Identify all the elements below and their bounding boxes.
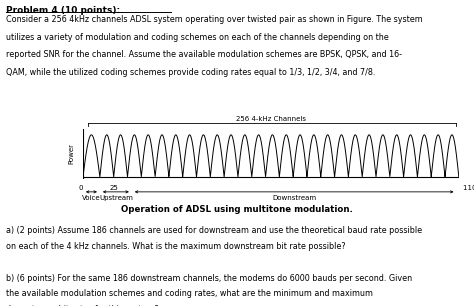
Text: downstream bit rates for this system?: downstream bit rates for this system? xyxy=(6,305,159,306)
Text: Voice: Voice xyxy=(82,195,100,201)
Text: reported SNR for the channel. Assume the available modulation schemes are BPSK, : reported SNR for the channel. Assume the… xyxy=(6,50,401,59)
Text: Problem 4 (10 points):: Problem 4 (10 points): xyxy=(6,6,120,14)
Text: Upstream: Upstream xyxy=(99,195,133,201)
Text: 1100 kHz: 1100 kHz xyxy=(463,185,474,191)
Text: Consider a 256 4kHz channels ADSL system operating over twisted pair as shown in: Consider a 256 4kHz channels ADSL system… xyxy=(6,15,422,24)
Text: 0: 0 xyxy=(78,185,83,191)
Text: Power: Power xyxy=(68,143,74,164)
Text: 256 4-kHz Channels: 256 4-kHz Channels xyxy=(236,116,306,122)
Text: QAM, while the utilized coding schemes provide coding rates equal to 1/3, 1/2, 3: QAM, while the utilized coding schemes p… xyxy=(6,68,375,76)
Text: Operation of ADSL using multitone modulation.: Operation of ADSL using multitone modula… xyxy=(121,205,353,214)
Text: the available modulation schemes and coding rates, what are the minimum and maxi: the available modulation schemes and cod… xyxy=(6,289,373,298)
Text: 25: 25 xyxy=(109,185,118,191)
Text: on each of the 4 kHz channels. What is the maximum downstream bit rate possible?: on each of the 4 kHz channels. What is t… xyxy=(6,242,346,251)
Text: a) (2 points) Assume 186 channels are used for downstream and use the theoretica: a) (2 points) Assume 186 channels are us… xyxy=(6,226,422,235)
Text: b) (6 points) For the same 186 downstream channels, the modems do 6000 bauds per: b) (6 points) For the same 186 downstrea… xyxy=(6,274,412,282)
Text: utilizes a variety of modulation and coding schemes on each of the channels depe: utilizes a variety of modulation and cod… xyxy=(6,33,388,42)
Text: Downstream: Downstream xyxy=(272,195,316,201)
